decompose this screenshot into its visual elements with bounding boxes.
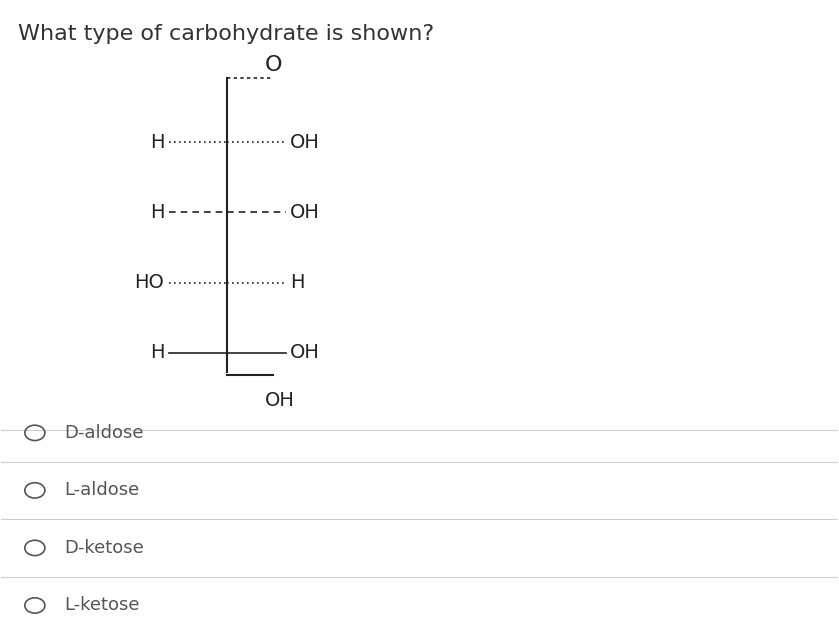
Text: H: H — [150, 343, 164, 363]
Text: OH: OH — [265, 392, 294, 410]
Text: OH: OH — [290, 203, 320, 222]
Text: L-ketose: L-ketose — [64, 596, 139, 614]
Text: L-aldose: L-aldose — [64, 482, 139, 499]
Text: What type of carbohydrate is shown?: What type of carbohydrate is shown? — [18, 24, 435, 44]
Text: D-ketose: D-ketose — [64, 539, 143, 557]
Text: H: H — [150, 203, 164, 222]
Text: D-aldose: D-aldose — [64, 424, 143, 442]
Text: H: H — [150, 132, 164, 152]
Text: OH: OH — [290, 132, 320, 152]
Text: OH: OH — [290, 343, 320, 363]
Text: O: O — [265, 55, 282, 75]
Text: HO: HO — [134, 273, 164, 292]
Text: H: H — [290, 273, 305, 292]
